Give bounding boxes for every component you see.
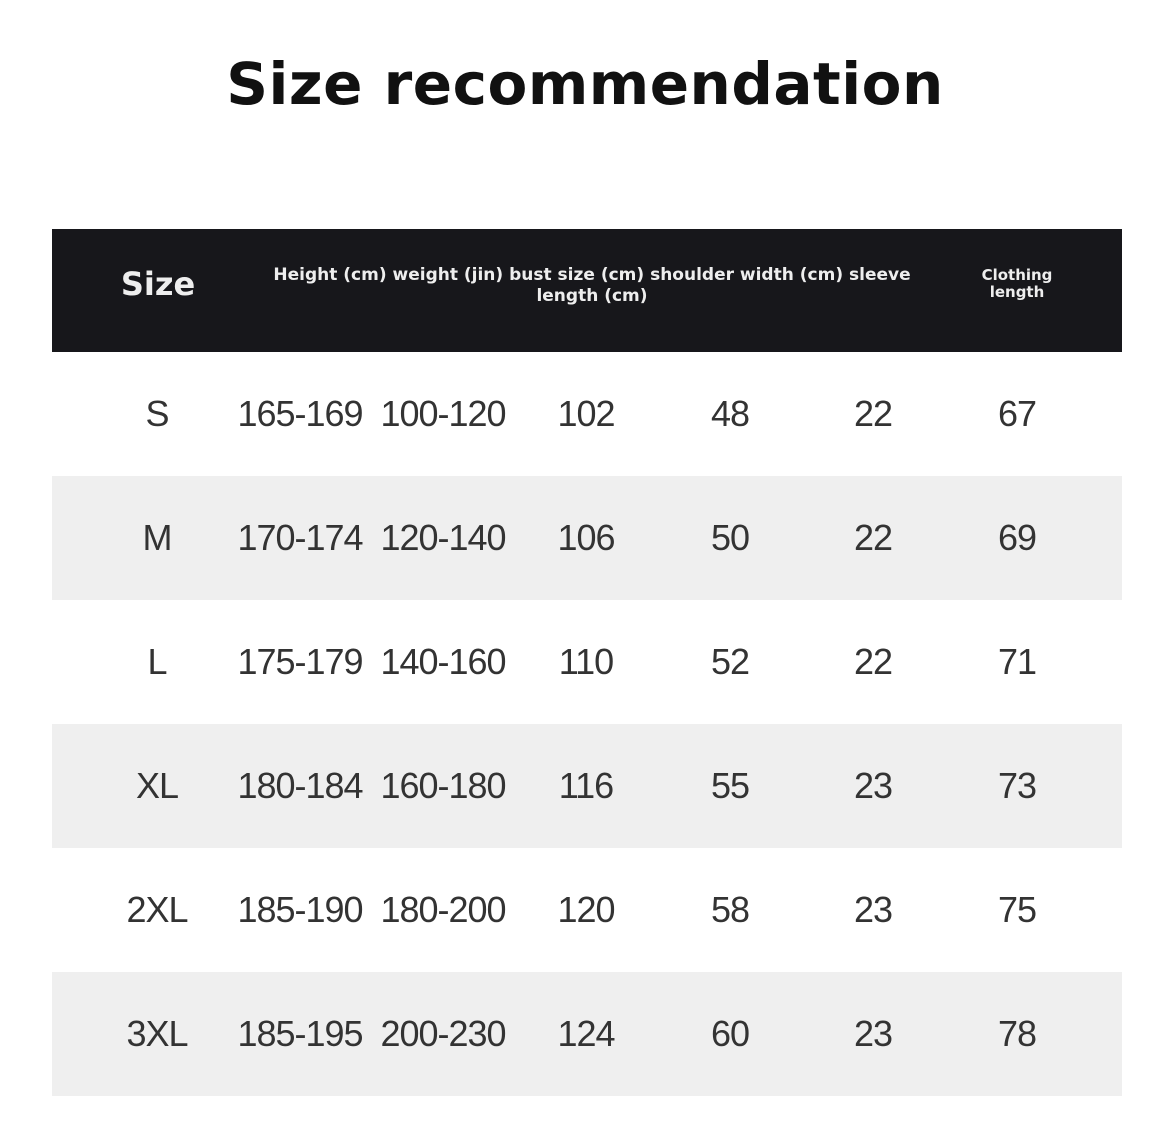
header-clothing-length: Clothing length <box>981 266 1053 301</box>
table-cell: 102 <box>557 393 615 434</box>
table-row: L 175-179 140-160 110 52 22 71 <box>52 600 1122 724</box>
table-cell: 160-180 <box>380 765 506 806</box>
table-cell: 69 <box>997 517 1037 558</box>
table-cell: 165-169 <box>237 393 363 434</box>
table-cell: S <box>145 393 169 434</box>
table-row: XL 180-184 160-180 116 55 23 73 <box>52 724 1122 848</box>
table-cell: 22 <box>853 641 893 682</box>
table-row: S 165-169 100-120 102 48 22 67 <box>52 352 1122 476</box>
table-cell: 22 <box>853 393 893 434</box>
page-title: Size recommendation <box>226 50 944 118</box>
table-cell: 3XL <box>126 1013 188 1054</box>
table-cell: 50 <box>710 517 750 558</box>
table-cell: 116 <box>558 765 614 806</box>
table-row: M 170-174 120-140 106 50 22 69 <box>52 476 1122 600</box>
table-cell: 52 <box>710 641 750 682</box>
table-cell: M <box>142 517 173 558</box>
table-cell: 110 <box>558 641 614 682</box>
table-cell: 180-200 <box>380 889 506 930</box>
table-cell: 22 <box>853 517 893 558</box>
table-cell: 120 <box>557 889 615 930</box>
table-body: S 165-169 100-120 102 48 22 67 M 170-174 120-140 1… <box>52 352 1122 1096</box>
table-cell: 67 <box>997 393 1037 434</box>
header-measurements: Height (cm) weight (jin) bust size (cm) … <box>273 265 911 306</box>
table-cell: 100-120 <box>380 393 506 434</box>
table-cell: 2XL <box>126 889 188 930</box>
table-cell: 60 <box>710 1013 750 1054</box>
table-cell: 58 <box>710 889 750 930</box>
table-cell: 170-174 <box>237 517 363 558</box>
table-cell: 140-160 <box>380 641 506 682</box>
table-cell: XL <box>135 765 179 806</box>
table-row: 3XL 185-195 200-230 124 60 23 78 <box>52 972 1122 1096</box>
table-cell: 106 <box>557 517 615 558</box>
header-size: Size <box>120 265 196 303</box>
table-cell: 23 <box>853 1013 893 1054</box>
table-cell: 200-230 <box>380 1013 506 1054</box>
table-cell: 175-179 <box>237 641 363 682</box>
table-cell: 73 <box>997 765 1037 806</box>
table-cell: 55 <box>710 765 750 806</box>
table-cell: 71 <box>997 641 1037 682</box>
table-cell: 120-140 <box>380 517 506 558</box>
size-table: Size Height (cm) weight (jin) bust size … <box>52 229 1122 1096</box>
table-cell: 124 <box>557 1013 615 1054</box>
table-cell: L <box>147 641 167 682</box>
table-cell: 23 <box>853 889 893 930</box>
table-cell: 185-190 <box>237 889 363 930</box>
table-cell: 23 <box>853 765 893 806</box>
table-cell: 185-195 <box>237 1013 363 1054</box>
table-header: Size Height (cm) weight (jin) bust size … <box>52 229 1122 352</box>
table-row: 2XL 185-190 180-200 120 58 23 75 <box>52 848 1122 972</box>
table-cell: 180-184 <box>237 765 363 806</box>
table-cell: 78 <box>997 1013 1037 1054</box>
table-cell: 48 <box>710 393 750 434</box>
table-cell: 75 <box>997 889 1037 930</box>
